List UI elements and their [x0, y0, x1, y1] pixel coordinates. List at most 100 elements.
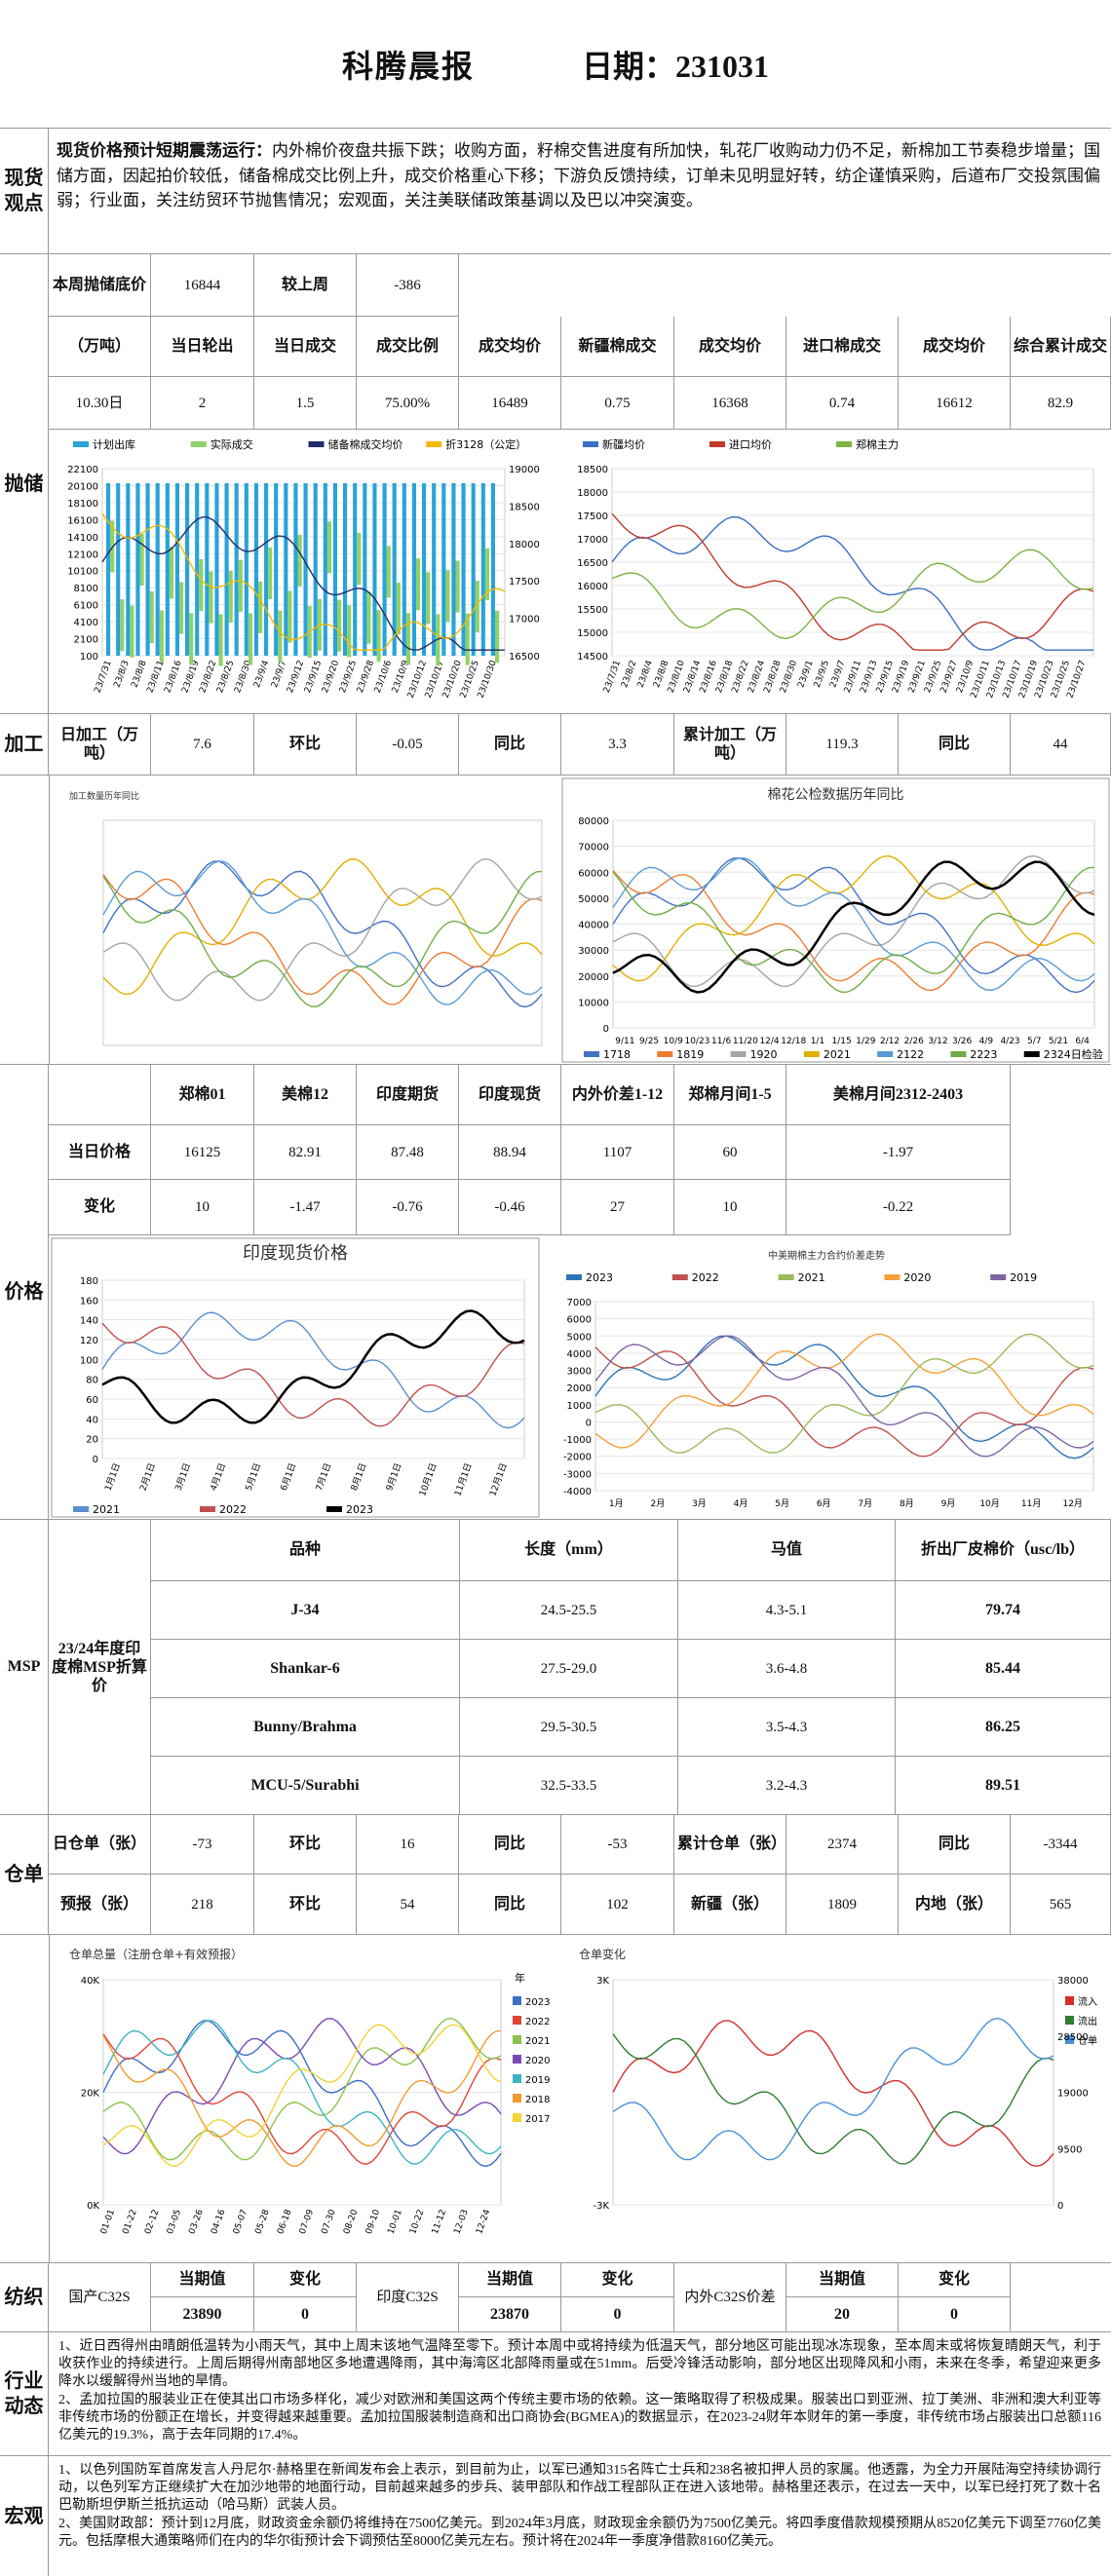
chart: 中美期棉主力合约价差走势 2023 2022 2021 2020 2019 7000 6000…	[563, 1249, 1094, 1509]
y-tick-label: 40000	[578, 921, 609, 931]
legend-swatch	[190, 441, 207, 447]
table-cell: 3.3	[561, 714, 674, 775]
y-tick-label: 0K	[87, 2201, 99, 2212]
chart: 加工数量历年同比	[69, 790, 543, 1046]
legend-swatch	[803, 1051, 820, 1057]
table-cell: 当日轮出	[151, 317, 254, 377]
y-tick-label: 18500	[577, 465, 608, 475]
macro-text: 1、以色列国防军首席发言人丹尼尔·赫格里在新闻发布会上表示，到目前为止，以军已通…	[49, 2456, 1111, 2576]
table-cell: 0.75	[561, 377, 674, 430]
table-cell: 565	[1011, 1875, 1111, 1934]
chart-title: 加工数量历年同比	[69, 790, 139, 802]
blank-cell	[1011, 1180, 1111, 1235]
decor-bar	[376, 610, 381, 663]
table-cell: 综合累计成交	[1011, 317, 1111, 377]
table-cell: 成交均价	[674, 317, 786, 377]
decor-bar	[402, 483, 406, 656]
y-tick-label: 16000	[577, 582, 608, 592]
x-tick-label: 03-26	[187, 2208, 205, 2235]
chart-title: 印度现货价格	[243, 1243, 348, 1264]
table-cell: 3.5-4.3	[678, 1698, 896, 1757]
decor-bar	[332, 483, 338, 656]
table-cell: 累计仓单（张）	[674, 1815, 786, 1875]
decor-bar	[416, 558, 421, 611]
chart: 新疆均价 进口均价 郑棉主力 18500 18000 17500 17000 16500 160…	[577, 437, 1094, 700]
table-cell: 马值	[678, 1520, 896, 1581]
x-tick-label: 02-12	[143, 2209, 161, 2236]
x-tick-label: 3/26	[952, 1037, 972, 1046]
x-tick-label: 23/9/7	[270, 660, 288, 690]
table-cell: 119.3	[786, 714, 899, 775]
x-tick-label: 6月1日	[279, 1461, 298, 1492]
x-tick-label: 10/9	[664, 1037, 683, 1046]
x-tick-label: 1月1日	[102, 1461, 122, 1492]
chart-row: 加工数量历年同比 棉花公检数据历年同比 1718 1819 1920 2021 2122 22…	[50, 776, 1111, 1064]
legend-swatch	[730, 1051, 747, 1057]
y-tick-label: 14100	[67, 533, 98, 544]
blank-cell	[1011, 1065, 1111, 1125]
x-tick-label: 11-12	[431, 2209, 448, 2236]
decor-line	[101, 1322, 525, 1427]
table-cell: 美棉12	[254, 1065, 357, 1125]
y-tick-label: 5000	[567, 1332, 592, 1343]
decor-bar	[159, 610, 164, 663]
legend-label: 2122	[897, 1048, 924, 1061]
blank-cell	[1011, 2263, 1111, 2331]
decor-bar	[445, 570, 450, 623]
table-cell: 环比	[254, 1815, 357, 1875]
table-cell: 品种	[151, 1520, 460, 1581]
legend-swatch	[308, 441, 325, 447]
table-cell: （万吨）	[49, 317, 151, 377]
y-tick-label: 40	[86, 1415, 98, 1425]
table-cell: 89.51	[896, 1757, 1111, 1814]
legend-swatch	[513, 1996, 521, 2005]
blank-cell	[459, 254, 1111, 317]
y-tick-label: 120	[80, 1336, 98, 1346]
legend-swatch	[884, 1274, 900, 1280]
decor-line	[102, 2020, 502, 2168]
reserve-body: 本周抛储底价 16844 较上周 -386 （万吨） 当日轮出 当日成交 成交比例 成交均价 新疆…	[49, 254, 1111, 713]
x-tick-label: 11/6	[711, 1037, 731, 1046]
table-cell: 10	[674, 1180, 786, 1235]
table-cell: 变化	[254, 2263, 357, 2297]
msp-sublabel: 23/24年度印度棉MSP折算价	[49, 1520, 151, 1814]
industry-text: 1、近日西得州由晴朗低温转为小雨天气，其中上周末该地气温降至零下。预计本周中或将…	[49, 2332, 1111, 2455]
table-cell: -0.22	[786, 1180, 1011, 1235]
y2-tick-label: 9500	[1057, 2144, 1082, 2155]
legend-swatch	[1065, 2016, 1074, 2025]
decor-line	[612, 860, 1095, 994]
decor-bar	[396, 583, 401, 635]
y-tick-label: 100	[80, 1355, 98, 1366]
decor-bar	[432, 483, 437, 656]
x-tick-label: 23/7/31	[94, 660, 114, 695]
decor-line	[594, 1333, 1094, 1454]
decor-bar	[411, 483, 417, 656]
legend-swatch	[950, 1051, 967, 1057]
textile-col: 当期值 23890	[151, 2263, 254, 2331]
table-cell: 进口棉成交	[786, 317, 899, 377]
y2-tick-label: 18500	[509, 502, 540, 512]
y-tick-label: 60	[86, 1395, 98, 1406]
decor-bar	[317, 598, 322, 651]
decor-line	[612, 869, 1095, 992]
textile-col: 变化 0	[561, 2263, 674, 2331]
decor-bar	[405, 613, 411, 665]
decor-bar	[353, 483, 358, 656]
y-tick-label: 14500	[577, 652, 608, 663]
table-row: J-34 24.5-25.5 4.3-5.1 79.74	[151, 1581, 1111, 1640]
decor-bar	[244, 483, 249, 656]
x-tick-label: 12-24	[475, 2208, 492, 2235]
table-cell: 4.3-5.1	[678, 1581, 896, 1640]
decor-line	[612, 854, 1095, 988]
x-tick-label: 4月1日	[209, 1461, 228, 1492]
decor-line	[102, 870, 543, 1007]
decor-line	[102, 860, 543, 1005]
decor-bar	[145, 483, 150, 656]
table-cell: 郑棉月间1-5	[674, 1065, 786, 1125]
x-tick-label: 7月1日	[314, 1461, 333, 1492]
decor-bar	[475, 581, 479, 633]
decor-bar	[495, 610, 500, 663]
table-cell: 变化	[49, 1180, 151, 1235]
table-cell: 预报（张）	[49, 1875, 151, 1934]
legend-label: 2023	[586, 1271, 613, 1284]
